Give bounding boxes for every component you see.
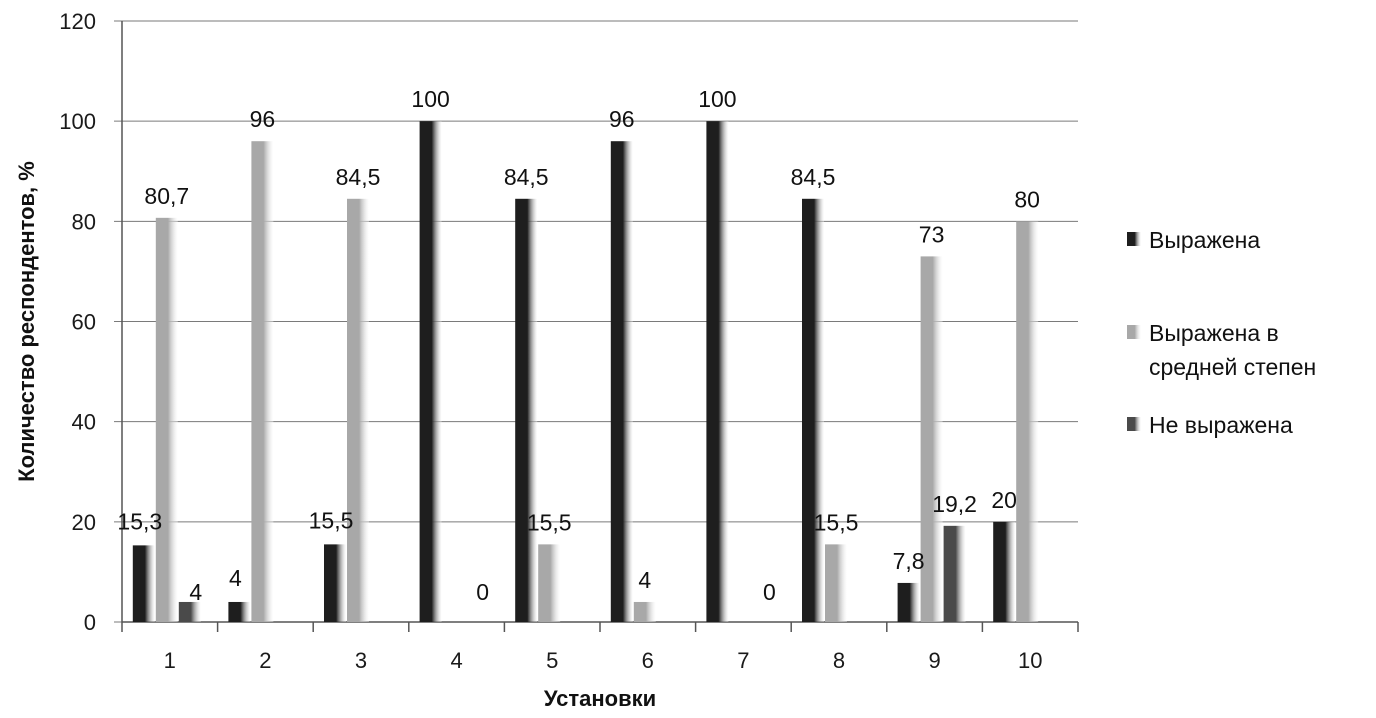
bar (178, 601, 201, 622)
x-tick-label: 2 (259, 648, 271, 673)
y-tick-label: 100 (59, 109, 96, 134)
data-label: 84,5 (504, 164, 549, 190)
legend-swatch (1127, 325, 1141, 339)
bar (897, 582, 920, 622)
data-label: 100 (698, 86, 736, 112)
data-label: 80,7 (144, 183, 189, 209)
x-axis: 1 2 3 4 5 6 7 8 9 10 (121, 21, 1079, 673)
legend-swatch (1127, 417, 1141, 431)
legend-label: средней степен (1149, 354, 1316, 380)
x-tick-label: 8 (833, 648, 845, 673)
bar (228, 601, 251, 622)
y-tick-label: 60 (72, 310, 96, 335)
bar (515, 198, 538, 622)
data-label: 80 (1014, 186, 1040, 212)
data-label: 15,5 (814, 509, 859, 535)
x-tick-label: 5 (546, 648, 558, 673)
bar (610, 141, 633, 622)
data-label: 73 (919, 221, 945, 247)
data-label: 4 (638, 567, 651, 593)
gridlines (114, 20, 1078, 623)
bar (993, 521, 1016, 622)
bar (1016, 221, 1039, 623)
data-label: 15,3 (117, 508, 162, 534)
y-tick-label: 120 (59, 9, 96, 34)
data-label: 7,8 (893, 548, 925, 574)
data-label: 100 (411, 86, 449, 112)
x-axis-title: Установки (544, 686, 656, 711)
data-label: 15,5 (527, 509, 572, 535)
x-tick-label: 4 (450, 648, 462, 673)
data-label: 4 (189, 579, 202, 605)
x-tick-label: 7 (737, 648, 749, 673)
legend-item: Выражена (1127, 227, 1260, 253)
data-label: 19,2 (932, 491, 977, 517)
x-tick-label: 3 (355, 648, 367, 673)
bar (347, 198, 369, 622)
bar (802, 198, 824, 622)
data-label: 84,5 (791, 164, 836, 190)
data-labels: 15,3 4 15,5 100 84,5 96 100 84,5 7,8 20 80,7 96 84,5… (117, 86, 1040, 605)
data-label: 4 (229, 565, 242, 591)
bar (251, 141, 274, 622)
data-label: 84,5 (336, 164, 381, 190)
y-axis-title: Количество респондентов, % (14, 161, 39, 482)
legend-swatch (1127, 232, 1141, 246)
x-tick-label: 1 (164, 648, 176, 673)
data-label: 0 (476, 579, 489, 605)
x-tick-label: 10 (1018, 648, 1042, 673)
data-label: 20 (991, 487, 1017, 513)
bar (538, 544, 561, 622)
data-label: 15,5 (309, 507, 354, 533)
bar (324, 544, 346, 622)
x-tick-label: 9 (928, 648, 940, 673)
bar (419, 121, 442, 623)
data-label: 0 (763, 579, 776, 605)
bar (155, 217, 178, 622)
legend-label: Выражена (1149, 227, 1260, 253)
y-axis-tick-labels: 0 20 40 60 80 100 120 (59, 9, 96, 635)
bar (920, 256, 943, 622)
y-tick-label: 20 (72, 510, 96, 535)
bar (633, 601, 656, 622)
y-tick-label: 40 (72, 410, 96, 435)
bar (943, 525, 966, 622)
legend: Выражена Выражена в средней степен Не выраж… (1127, 227, 1316, 438)
data-label: 96 (250, 106, 276, 132)
legend-label: Не выражена (1149, 412, 1293, 438)
legend-item: Выражена в средней степен (1127, 320, 1316, 380)
bar (706, 121, 729, 623)
data-label: 96 (609, 106, 635, 132)
x-tick-label: 6 (642, 648, 654, 673)
legend-item: Не выражена (1127, 412, 1293, 438)
y-tick-label: 0 (84, 610, 96, 635)
y-tick-label: 80 (72, 209, 96, 234)
legend-label: Выражена в (1149, 320, 1279, 346)
bar-series (132, 121, 1039, 623)
bar (132, 545, 155, 622)
bar (825, 544, 847, 622)
